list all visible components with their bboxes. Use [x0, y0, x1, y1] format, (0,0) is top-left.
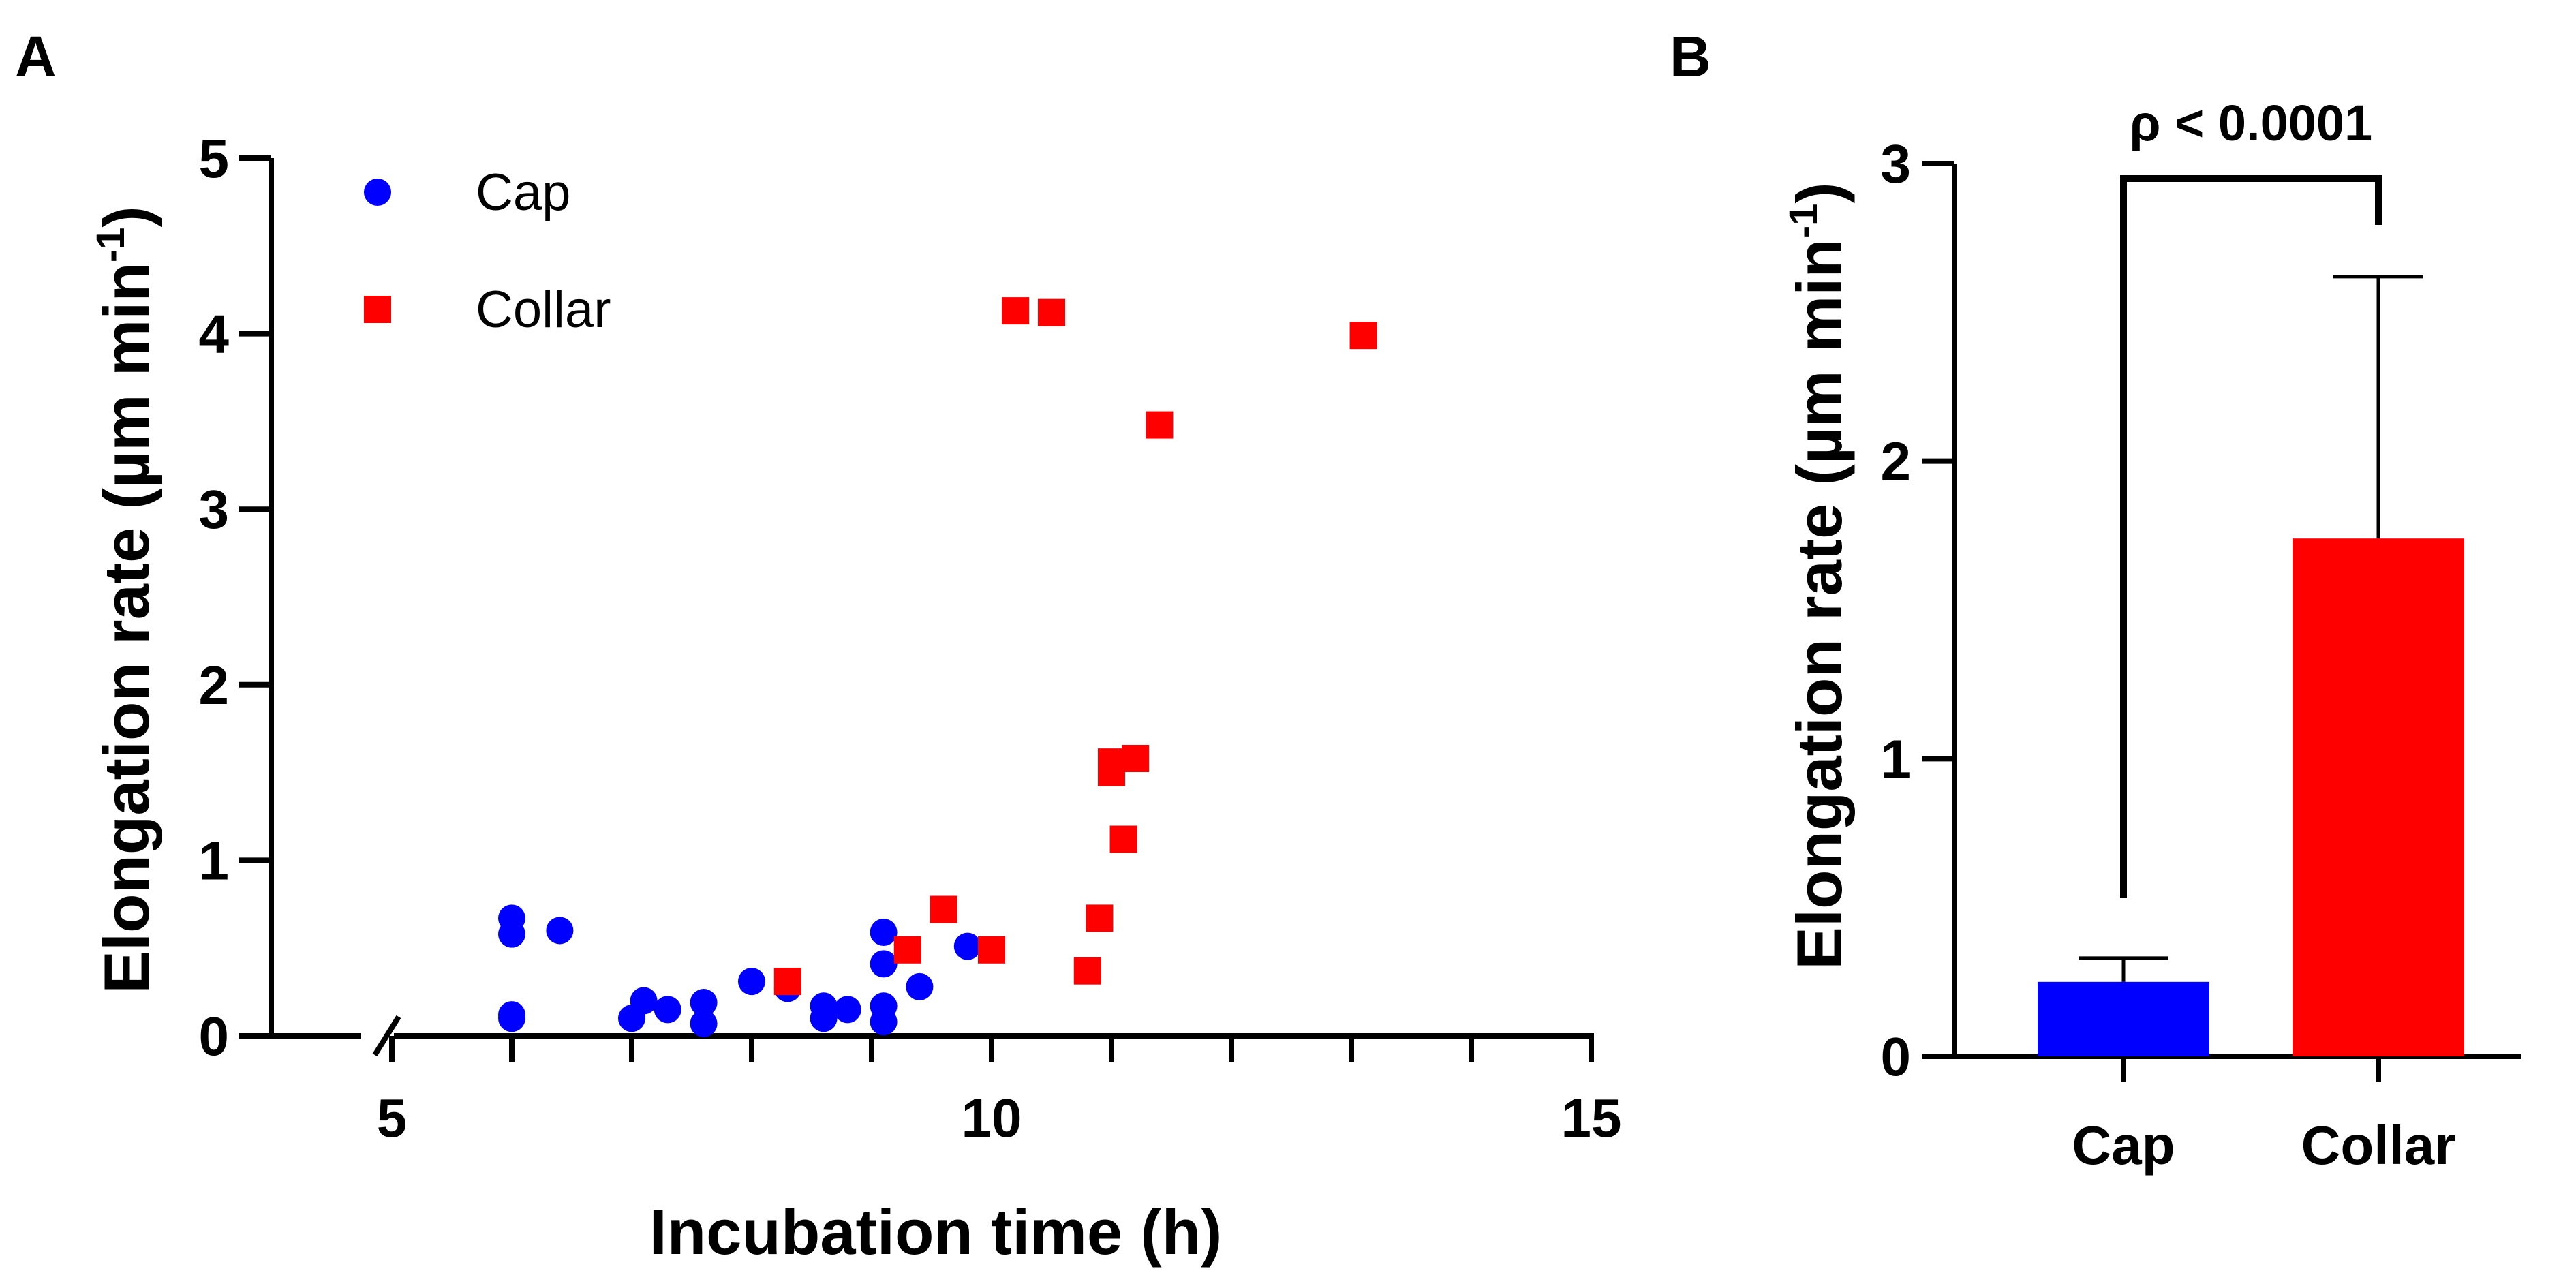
scatter-point-collar — [1038, 298, 1065, 326]
scatter-point-cap — [953, 932, 981, 960]
bar-marks — [2038, 275, 2464, 1056]
panel-letter-a: A — [15, 25, 57, 89]
scatter-point-cap — [498, 920, 525, 948]
scatter-y-axis-title-sup: -1 — [89, 228, 133, 263]
scatter-point-collar — [1122, 744, 1150, 772]
panel-letter-b: B — [1670, 25, 1711, 89]
scatter-point-cap — [498, 1005, 525, 1032]
scatter-y-tick-label: 2 — [199, 655, 230, 716]
bar-y-axis-title: Elongation rate (µm min-1) — [1781, 182, 1855, 969]
scatter-point-cap — [870, 1008, 898, 1036]
scatter-x-axis-title: Incubation time (h) — [649, 1196, 1223, 1268]
scatter-point-collar — [893, 936, 921, 964]
legend-label-collar: Collar — [476, 281, 611, 339]
bar-cap — [2038, 981, 2209, 1056]
scatter-point-collar — [773, 968, 801, 996]
bar-y-tick-label: 1 — [1881, 729, 1912, 789]
scatter-x-axis-break — [372, 1015, 401, 1057]
scatter-y-axis-title: Elongation rate (µm min-1) — [89, 206, 162, 993]
scatter-point-cap — [906, 972, 934, 1000]
bar-y-axis-title-sup: -1 — [1781, 204, 1826, 239]
legend-label-cap: Cap — [476, 164, 570, 221]
bar-y-axis-title-main: Elongation rate (µm min — [1783, 239, 1855, 970]
scatter-axes: 0 1 2 3 4 5 5 10 15 — [199, 128, 1622, 1148]
scatter-point-cap — [630, 987, 658, 1015]
significance-label: ρ < 0.0001 — [2130, 95, 2372, 151]
scatter-y-tick-label: 5 — [199, 128, 230, 189]
scatter-point-cap — [738, 968, 765, 996]
scatter-point-cap — [690, 989, 718, 1017]
bar-y-tick-label: 2 — [1881, 431, 1912, 492]
scatter-point-cap — [833, 996, 861, 1024]
scatter-point-cap — [870, 919, 898, 947]
scatter-point-collar — [1086, 904, 1114, 932]
scatter-points — [498, 297, 1377, 1037]
legend-marker-cap — [364, 179, 391, 206]
scatter-point-cap — [870, 950, 898, 978]
bar-x-tick-label: Cap — [2072, 1115, 2175, 1176]
scatter-y-tick-label: 3 — [199, 479, 230, 540]
scatter-legend: Cap Collar — [364, 164, 611, 339]
scatter-point-cap — [546, 917, 574, 945]
scatter-point-cap — [690, 1009, 718, 1037]
scatter-point-cap — [810, 1005, 838, 1032]
scatter-point-collar — [1146, 411, 1174, 439]
scatter-y-axis-title-close: ) — [91, 206, 162, 227]
scatter-y-tick-label: 0 — [199, 1006, 230, 1067]
bar-y-tick-label: 3 — [1881, 134, 1912, 194]
scatter-point-collar — [1349, 322, 1377, 350]
scatter-x-tick-label: 5 — [377, 1088, 408, 1148]
bar-collar — [2293, 538, 2464, 1056]
significance-bracket-line — [2120, 175, 2382, 898]
bar-panel-b: B Cap Collar 0 1 2 3 ρ < 0.0001 Elongation ra… — [1670, 25, 2521, 1176]
scatter-point-collar — [1073, 957, 1101, 985]
scatter-point-collar — [1098, 758, 1125, 786]
bar-x-tick-label: Collar — [2301, 1115, 2456, 1176]
bar-y-axis-title-close: ) — [1783, 182, 1855, 203]
scatter-point-collar — [978, 936, 1005, 964]
scatter-y-tick-label: 4 — [199, 304, 230, 365]
scatter-x-tick-label: 10 — [962, 1088, 1022, 1148]
scatter-point-cap — [654, 996, 681, 1024]
legend-marker-collar — [364, 296, 391, 323]
scatter-y-tick-label: 1 — [199, 830, 230, 891]
scatter-point-collar — [1002, 297, 1030, 325]
significance-bracket: ρ < 0.0001 — [2120, 95, 2382, 898]
scatter-y-axis-title-main: Elongation rate (µm min — [91, 262, 162, 994]
scatter-point-collar — [930, 895, 957, 923]
bar-y-tick-label: 0 — [1881, 1026, 1912, 1087]
scatter-x-tick-label: 15 — [1561, 1088, 1622, 1148]
scatter-panel-a: A 0 1 2 3 4 5 5 10 15 Cap Collar Incubation time … — [15, 25, 1621, 1268]
scatter-point-collar — [1109, 825, 1137, 853]
